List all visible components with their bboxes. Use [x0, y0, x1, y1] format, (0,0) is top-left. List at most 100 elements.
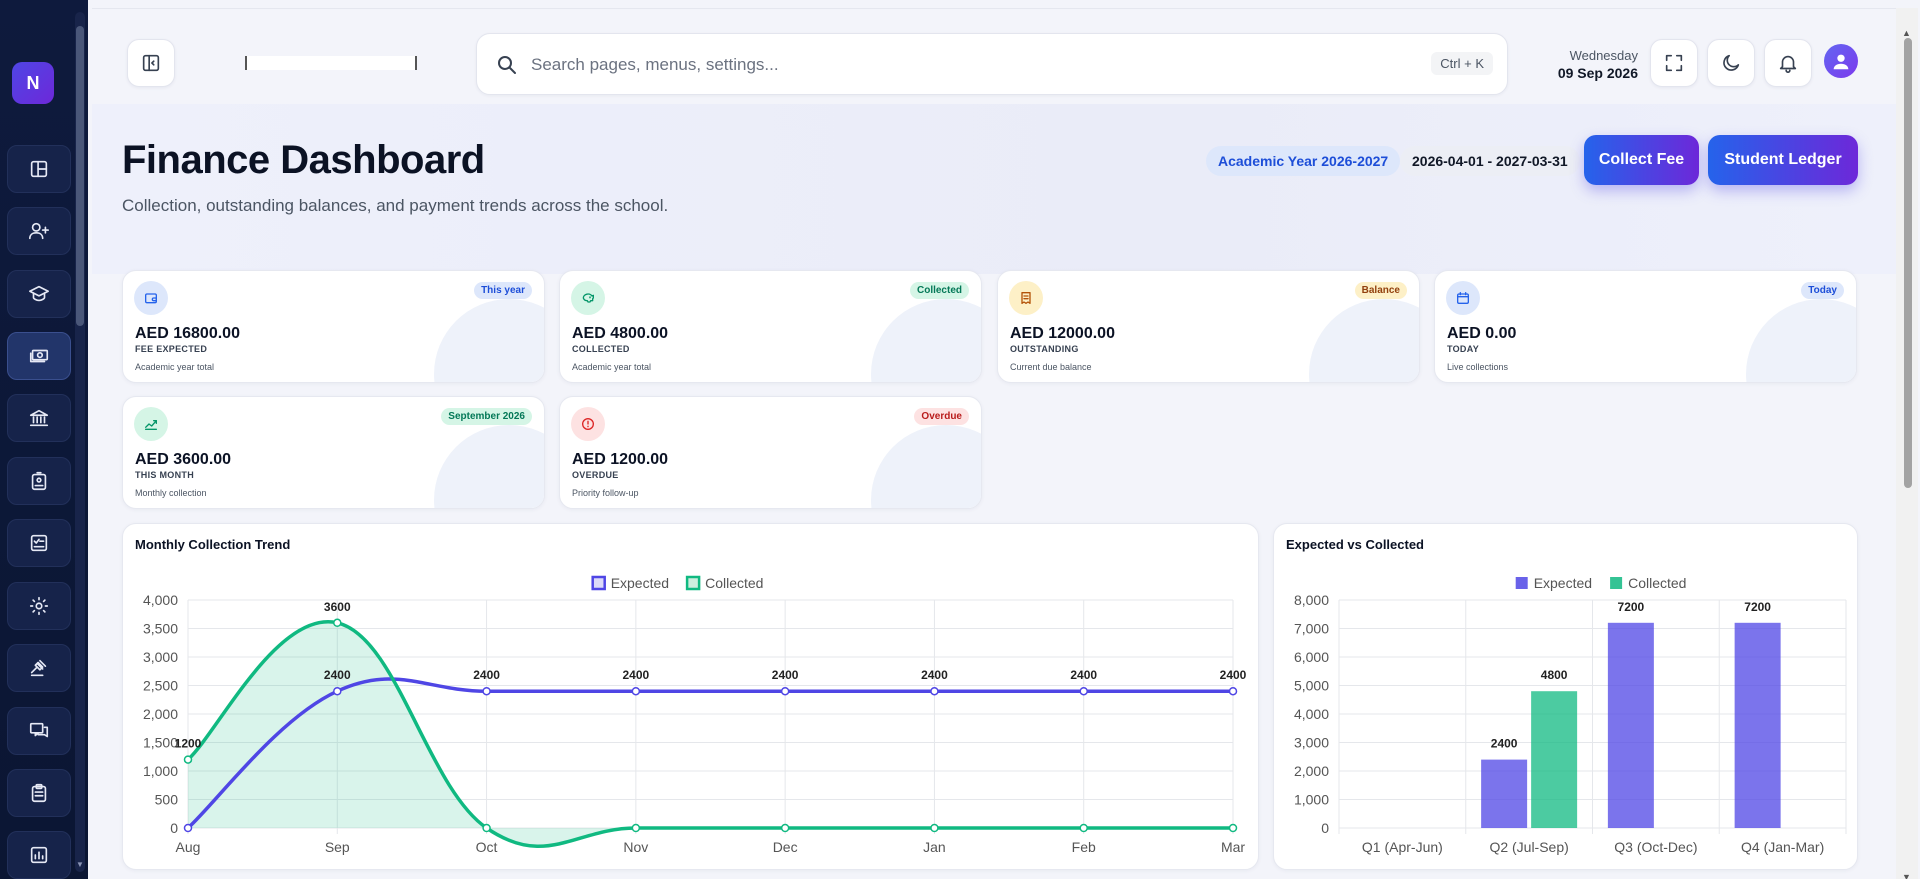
- card-decoration: [434, 425, 544, 508]
- clipboard-icon: [31, 783, 47, 803]
- page-scrollbar[interactable]: ▲ ▼: [1896, 8, 1918, 879]
- data-point: [631, 686, 641, 696]
- brand-name-redacted: [245, 56, 417, 70]
- y-tick-label: 3,000: [1294, 735, 1329, 751]
- stat-card-overdue[interactable]: Overdue AED 1200.00 OVERDUE Priority fol…: [559, 396, 982, 509]
- y-tick-label: 5,000: [1294, 678, 1329, 694]
- data-point: [1079, 823, 1088, 833]
- bar-collected: [1531, 691, 1578, 828]
- sidebar-item-reports[interactable]: [7, 831, 71, 879]
- sidebar-scroll-down-icon[interactable]: ▼: [76, 860, 84, 869]
- y-tick-label: 0: [170, 820, 178, 836]
- search-input[interactable]: [531, 48, 1391, 82]
- date-weekday: Wednesday: [1569, 48, 1638, 63]
- card-decoration: [434, 299, 544, 382]
- date-range-badge: 2026-04-01 - 2027-03-31: [1400, 146, 1580, 176]
- moon-icon: [1723, 54, 1740, 71]
- page-scroll-thumb[interactable]: [1904, 38, 1912, 488]
- x-tick-label: Feb: [1072, 839, 1096, 855]
- sidebar-item-exams[interactable]: [7, 519, 71, 567]
- sidebar-item-tasks[interactable]: [7, 769, 71, 817]
- data-label: 2400: [473, 668, 500, 682]
- legend-swatch: [1515, 577, 1528, 589]
- stat-amount: AED 0.00: [1447, 325, 1517, 342]
- page-subtitle: Collection, outstanding balances, and pa…: [122, 196, 669, 215]
- sidebar-item-dashboard[interactable]: [7, 145, 71, 193]
- data-label: 2400: [623, 668, 650, 682]
- data-point: [333, 618, 342, 628]
- bar-expected: [1734, 622, 1781, 828]
- sidebar-item-settings[interactable]: [7, 582, 71, 630]
- data-point: [1228, 686, 1238, 696]
- x-tick-label: Q4 (Jan-Mar): [1741, 839, 1824, 855]
- sidebar-item-academics[interactable]: [7, 270, 71, 318]
- bank-icon: [29, 409, 49, 427]
- x-tick-label: Aug: [176, 839, 201, 855]
- stat-amount: AED 3600.00: [135, 451, 232, 468]
- app-logo[interactable]: N: [12, 62, 54, 104]
- stat-label: THIS MONTH: [135, 470, 194, 480]
- fullscreen-button[interactable]: [1650, 39, 1698, 87]
- collect-fee-button[interactable]: Collect Fee: [1584, 135, 1699, 185]
- report-icon: [30, 846, 48, 864]
- y-tick-label: 3,500: [143, 621, 178, 637]
- stat-label: OVERDUE: [572, 470, 619, 480]
- chart-line-icon: [134, 407, 168, 441]
- status-badge: Today: [1801, 282, 1844, 299]
- stat-note: Academic year total: [135, 362, 215, 372]
- sidebar-item-staff[interactable]: [7, 457, 71, 505]
- expected-vs-collected-chart: Expected Collected 0 1,000 2,000 3,000 4,000 5,…: [1294, 575, 1847, 855]
- sidebar-item-admissions[interactable]: [7, 207, 71, 255]
- sidebar-item-bank[interactable]: [7, 394, 71, 442]
- y-tick-label: 500: [155, 792, 179, 808]
- data-point: [183, 823, 193, 833]
- stat-card-collected[interactable]: Collected AED 4800.00 COLLECTED Academic…: [559, 270, 982, 383]
- x-tick-label: Dec: [773, 839, 798, 855]
- data-point: [631, 823, 641, 833]
- y-tick-label: 7,000: [1294, 621, 1329, 637]
- data-point: [183, 755, 193, 764]
- stat-card-today[interactable]: Today AED 0.00 TODAY Live collections: [1434, 270, 1857, 383]
- id-badge-icon: [31, 471, 47, 491]
- legend-label: Expected: [611, 575, 669, 591]
- avatar[interactable]: [1824, 44, 1858, 78]
- notifications-button[interactable]: [1764, 39, 1812, 87]
- stat-amount: AED 1200.00: [572, 451, 669, 468]
- status-badge: Collected: [909, 282, 969, 299]
- data-label: 7200: [1744, 600, 1771, 614]
- search-bar[interactable]: Ctrl + K: [476, 33, 1508, 95]
- card-decoration: [871, 299, 981, 382]
- header-divider: [92, 8, 1896, 9]
- bell-icon: [1779, 55, 1797, 73]
- sidebar-scrollbar[interactable]: [75, 12, 85, 872]
- theme-toggle-button[interactable]: [1707, 39, 1755, 87]
- stat-card-outstanding[interactable]: Balance AED 12000.00 OUTSTANDING Current…: [997, 270, 1420, 383]
- chart-title: Expected vs Collected: [1286, 537, 1424, 552]
- sidebar-item-discipline[interactable]: [7, 644, 71, 692]
- gavel-icon: [30, 659, 47, 677]
- page-scroll-down-icon[interactable]: ▼: [1902, 872, 1911, 879]
- sidebar-item-finance[interactable]: [7, 332, 71, 380]
- stat-card-fee-expected[interactable]: This year AED 16800.00 FEE EXPECTED Acad…: [122, 270, 545, 383]
- y-tick-label: 0: [1321, 820, 1329, 836]
- date-full: 09 Sep 2026: [1557, 65, 1638, 81]
- sidebar-toggle-button[interactable]: [127, 39, 175, 87]
- stat-note: Current due balance: [1010, 362, 1092, 372]
- x-tick-label: Mar: [1221, 839, 1245, 855]
- x-tick-label: Q1 (Apr-Jun): [1362, 839, 1443, 855]
- stat-card-this-month[interactable]: September 2026 AED 3600.00 THIS MONTH Mo…: [122, 396, 545, 509]
- monthly-collection-chart-panel: Monthly Collection Trend Expected Collect…: [122, 523, 1259, 870]
- y-tick-label: 6,000: [1294, 649, 1329, 665]
- data-label: 4800: [1541, 668, 1568, 682]
- stat-note: Monthly collection: [135, 488, 207, 498]
- sidebar-scroll-thumb[interactable]: [76, 26, 84, 326]
- sidebar-item-messages[interactable]: [7, 707, 71, 755]
- student-ledger-button[interactable]: Student Ledger: [1708, 135, 1858, 185]
- stat-label: OUTSTANDING: [1010, 344, 1079, 354]
- bar-expected: [1607, 622, 1654, 828]
- page-scroll-up-icon[interactable]: ▲: [1902, 28, 1911, 38]
- legend-swatch: [1610, 577, 1623, 589]
- data-point: [482, 686, 491, 696]
- legend-label: Collected: [1628, 575, 1686, 591]
- stat-amount: AED 16800.00: [135, 325, 240, 342]
